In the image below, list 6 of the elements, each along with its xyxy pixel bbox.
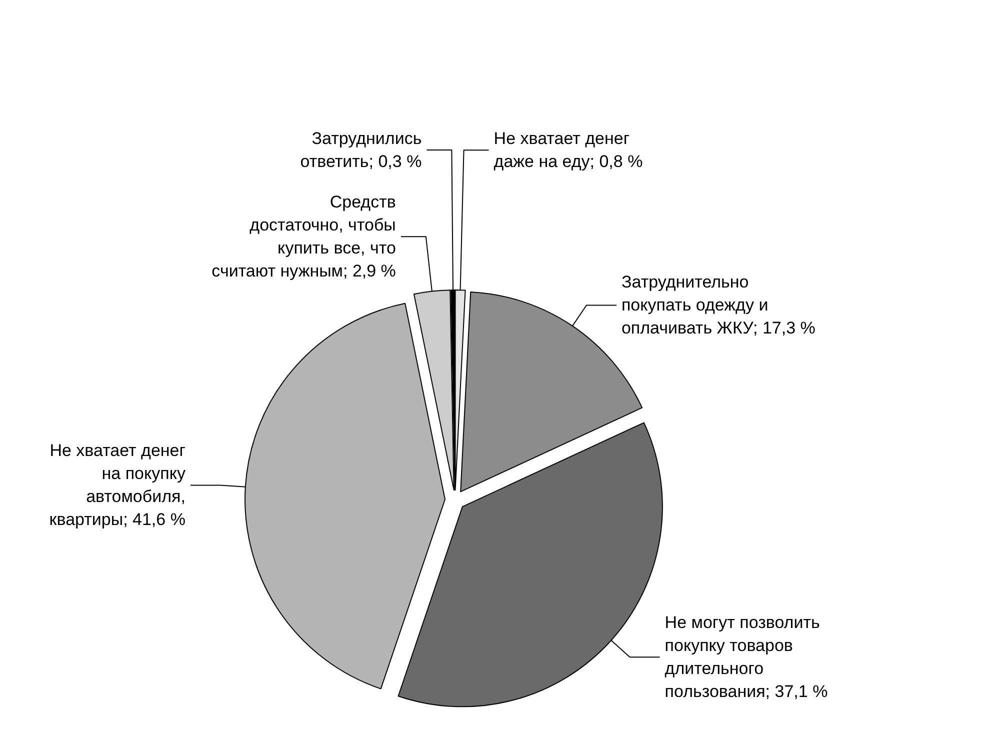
slice-label: Не хватает денег даже на еду; 0,8 %: [494, 129, 643, 172]
slice-label: Не могут позволить покупку товаров длительного пользования; 37,1 %: [664, 613, 828, 702]
slice-label: Затруднительно покупать одежду и оплачивать ЖКУ; 17,3 %: [621, 272, 816, 338]
slice-label: Затруднились ответить; 0,3 %: [300, 129, 422, 172]
slice-label: Средств достаточно, чтобы купить все, что считают нужным; 2,9 %: [212, 192, 396, 281]
slice-label: Не хватает денег на покупку автомобиля, квартиры; 41,6 %: [49, 441, 186, 530]
